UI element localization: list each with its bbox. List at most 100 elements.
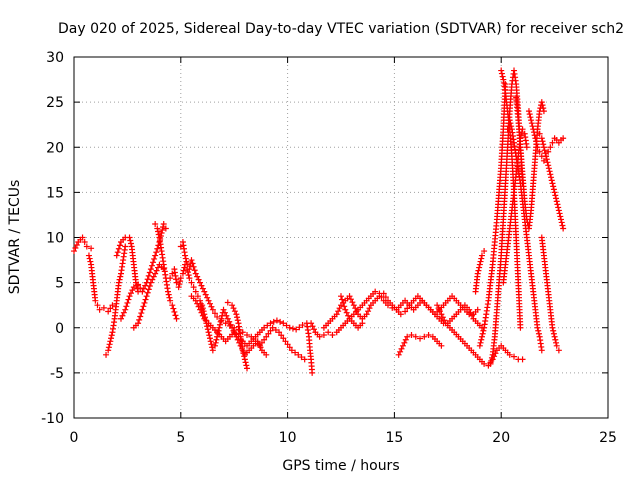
data-point-interp (194, 300, 201, 307)
data-point-interp (559, 222, 566, 229)
series-arc-17 (395, 331, 445, 358)
data-point-interp (134, 285, 141, 292)
data-point-interp (507, 120, 514, 127)
data-point (139, 288, 146, 295)
data-point-interp (195, 276, 202, 283)
y-tick-label: 0 (55, 321, 64, 337)
data-point (201, 311, 208, 318)
data-point (177, 275, 184, 282)
data-point (203, 320, 210, 327)
data-point-interp (199, 305, 206, 312)
data-point (376, 293, 383, 300)
data-point (173, 315, 180, 322)
data-point-interp (544, 159, 551, 166)
data-point-interp (124, 299, 131, 306)
data-point (71, 248, 77, 255)
data-point (438, 311, 445, 318)
data-point-interp (230, 327, 237, 334)
data-point-interp (86, 255, 93, 262)
data-point (207, 338, 214, 345)
data-point-interp (533, 138, 540, 145)
data-point-interp (153, 267, 160, 274)
data-point (224, 315, 231, 322)
data-point-interp (206, 332, 213, 339)
data-point (478, 333, 485, 340)
data-point (263, 333, 270, 340)
series-arc-19 (472, 248, 488, 295)
data-point-interp (184, 269, 191, 276)
data-point-interp (499, 73, 506, 80)
data-point-interp (477, 258, 484, 265)
y-tick-label: 20 (46, 140, 64, 156)
data-point (551, 189, 558, 196)
data-point-interp (234, 317, 241, 324)
data-point-interp (280, 335, 287, 342)
data-point (359, 320, 366, 327)
data-point-interp (527, 114, 534, 121)
series-arc-6 (130, 261, 167, 331)
data-point (105, 308, 112, 315)
data-point (417, 335, 424, 342)
data-point (288, 347, 295, 354)
data-point-interp (182, 255, 189, 262)
data-point (186, 266, 193, 273)
data-point-interp (123, 303, 130, 310)
data-point (346, 293, 353, 300)
data-point (555, 347, 562, 354)
data-point-interp (153, 249, 160, 256)
data-point (551, 333, 558, 340)
data-point-interp (227, 321, 234, 328)
data-point (476, 342, 483, 349)
data-point-interp (540, 105, 547, 112)
y-tick-label: 10 (46, 231, 64, 247)
data-point-interp (528, 120, 535, 127)
data-point-interp (256, 341, 263, 348)
data-point (295, 351, 302, 358)
data-point (263, 351, 270, 358)
data-point (85, 252, 92, 259)
data-point (224, 299, 231, 306)
data-point (113, 252, 120, 259)
data-point (81, 239, 88, 246)
data-point (547, 171, 554, 178)
data-point-interp (478, 336, 485, 343)
data-point (229, 302, 236, 309)
data-point (372, 288, 379, 295)
data-point (267, 320, 274, 327)
data-point (109, 302, 116, 309)
data-point-interp (204, 326, 211, 333)
data-point-interp (535, 327, 542, 334)
data-point-interp (190, 263, 197, 270)
data-point-interp (194, 273, 201, 280)
data-point-interp (137, 285, 144, 292)
data-point (549, 139, 556, 146)
series-arc-25 (513, 94, 547, 232)
data-point-interp (87, 258, 94, 265)
data-point (282, 338, 289, 345)
data-point (476, 261, 483, 268)
data-point-interp (289, 325, 296, 332)
data-point-interp (540, 141, 547, 148)
data-point-interp (341, 303, 348, 310)
tick-layer (73, 56, 609, 419)
x-tick-label: 5 (176, 430, 185, 446)
data-point (545, 162, 552, 169)
data-point-interp (145, 272, 152, 279)
data-point-interp (539, 102, 546, 109)
data-point (308, 320, 315, 327)
x-tick-labels: 0 5 10 15 20 25 (70, 430, 617, 446)
data-point-interp (145, 286, 152, 293)
data-point-interp (120, 309, 127, 316)
data-point-interp (278, 332, 285, 339)
data-point (560, 135, 567, 142)
data-point-interp (548, 177, 555, 184)
data-point (107, 338, 114, 345)
data-point (363, 311, 370, 318)
data-point (192, 288, 199, 295)
data-point (211, 342, 218, 349)
data-point (103, 351, 110, 358)
data-point (487, 360, 494, 367)
data-point (338, 293, 344, 300)
data-point (412, 333, 419, 340)
